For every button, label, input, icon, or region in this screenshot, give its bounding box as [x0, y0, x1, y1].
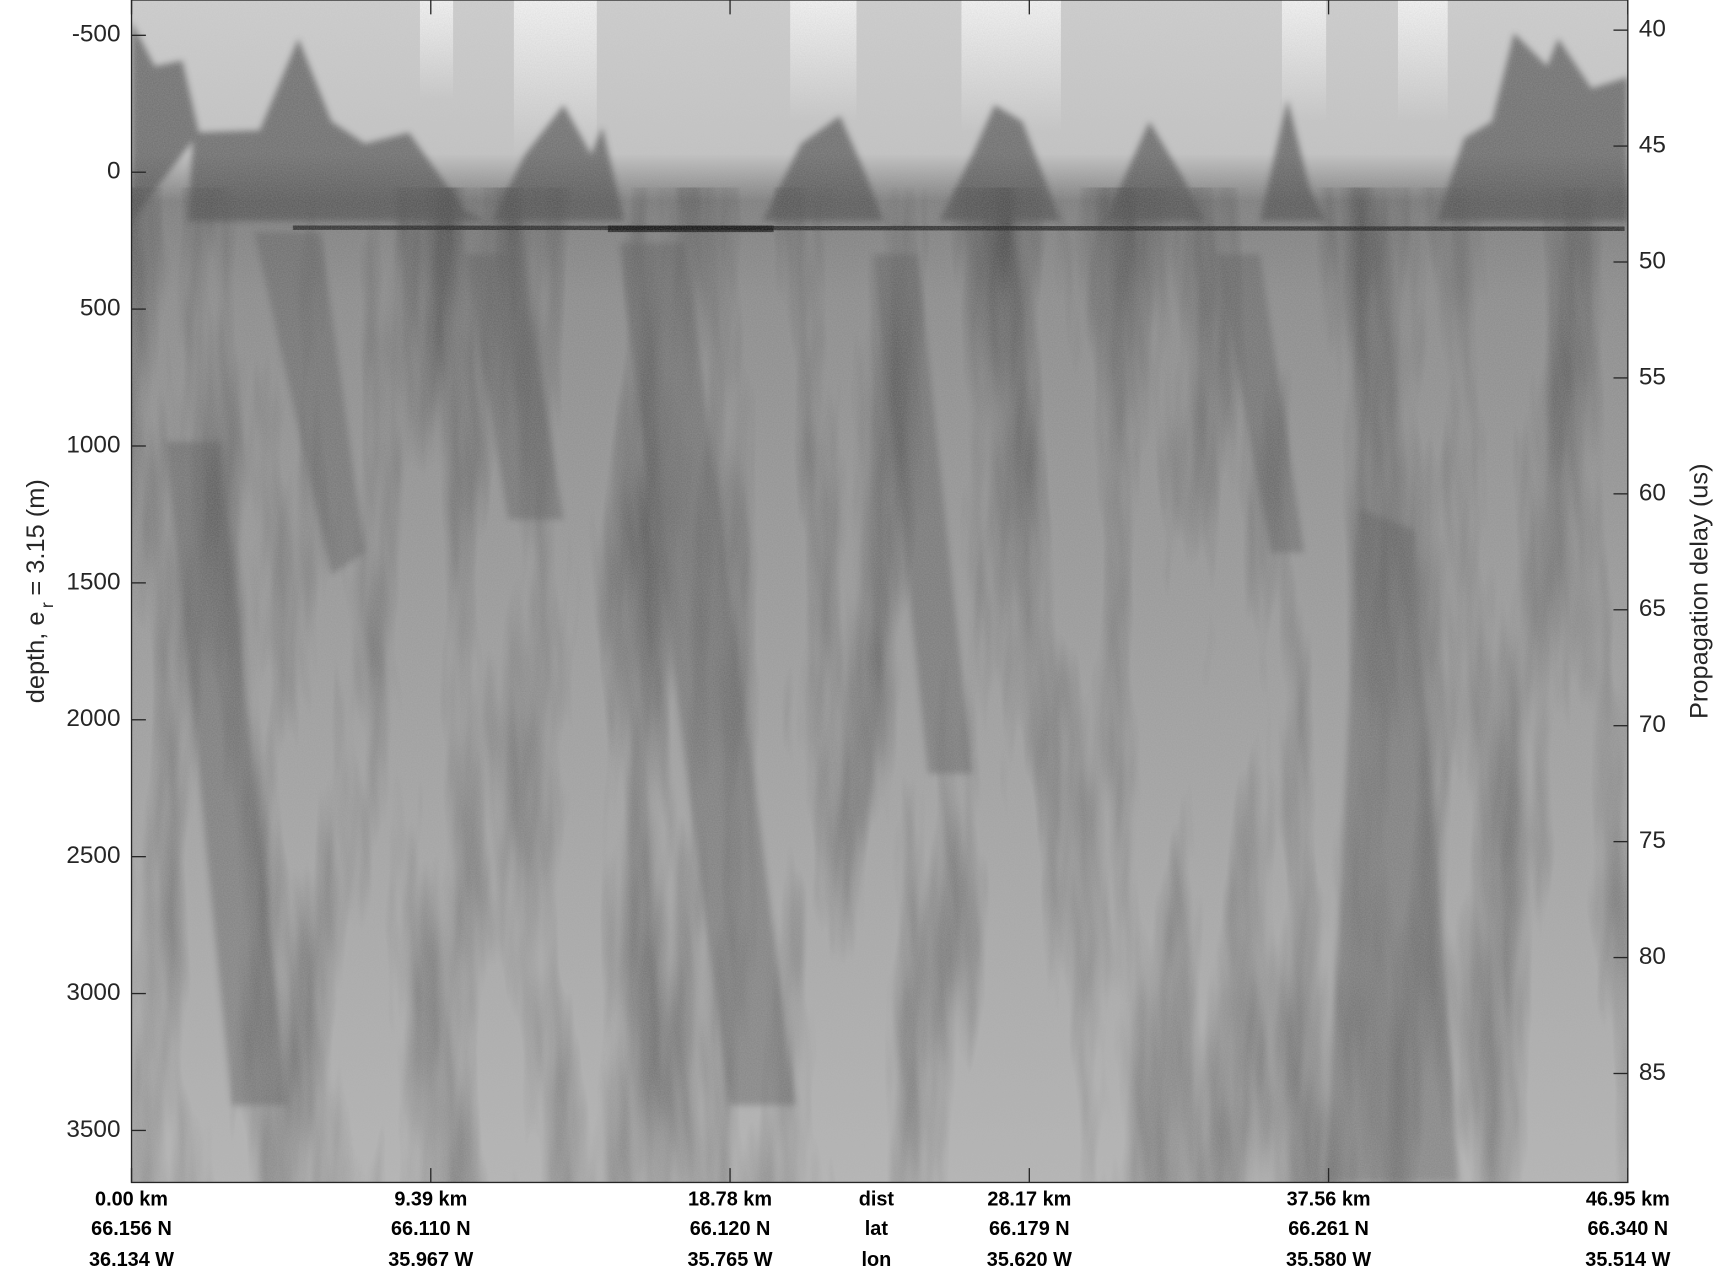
- lon-label: 35.514 W: [1585, 1249, 1670, 1268]
- y-tick-label: 2000: [66, 705, 120, 732]
- y-label-rest: = 3.15 (m): [22, 479, 50, 596]
- y2-tick-label: 40: [1639, 16, 1666, 43]
- y-tick-label: -500: [72, 21, 121, 48]
- lat-label: 66.120 N: [690, 1218, 771, 1240]
- x-tick-label: 37.56 km: [1287, 1188, 1371, 1210]
- x-tick-label: 28.17 km: [987, 1188, 1071, 1210]
- lon-label: 35.620 W: [987, 1249, 1072, 1268]
- lon-label: 35.580 W: [1286, 1249, 1371, 1268]
- lon-label: 36.134 W: [89, 1249, 174, 1268]
- x-tick-label: 18.78 km: [688, 1188, 772, 1210]
- y2-tick-label: 55: [1639, 363, 1666, 390]
- lon-label: 35.967 W: [388, 1249, 473, 1268]
- plot-frame: [130, 0, 1629, 1184]
- y2-tick-label: 60: [1639, 479, 1666, 506]
- row-label: lat: [865, 1218, 889, 1240]
- y2-tick-label: 50: [1639, 247, 1666, 274]
- lon-label: 35.765 W: [688, 1249, 773, 1268]
- y2-tick-label: 70: [1639, 711, 1666, 738]
- y2-tick-label: 75: [1639, 827, 1666, 854]
- y2-axis-label: Propagation delay (us): [1685, 463, 1713, 719]
- y2-tick-label: 65: [1639, 595, 1666, 622]
- y2-tick-label: 45: [1639, 131, 1666, 158]
- x-tick-label: 46.95 km: [1586, 1188, 1670, 1210]
- lat-label: 66.179 N: [989, 1218, 1070, 1240]
- y-tick-label: 3000: [66, 979, 120, 1006]
- y-label-main: depth, e: [22, 611, 50, 703]
- x-tick-label: 9.39 km: [394, 1188, 467, 1210]
- y-tick-label: 500: [80, 295, 121, 322]
- row-label: dist: [859, 1188, 895, 1210]
- y-tick-label: 0: [107, 158, 121, 185]
- y2-tick-label: 80: [1639, 943, 1666, 970]
- lat-label: 66.110 N: [391, 1218, 471, 1240]
- y-tick-label: 1500: [66, 568, 120, 595]
- echogram: [131, 0, 1628, 1183]
- y-tick-label: 3500: [66, 1116, 120, 1143]
- lat-label: 66.261 N: [1288, 1218, 1369, 1240]
- row-label: lon: [861, 1249, 891, 1268]
- y-tick-label: 1000: [66, 431, 120, 458]
- y-label-subscript: r: [37, 602, 57, 608]
- y-axis-label: depth, e r = 3.15 (m): [22, 479, 57, 703]
- x-tick-label: 0.00 km: [95, 1188, 168, 1210]
- lat-label: 66.340 N: [1588, 1218, 1669, 1240]
- lat-label: 66.156 N: [91, 1218, 172, 1240]
- y-tick-label: 2500: [66, 842, 120, 869]
- y2-tick-label: 85: [1639, 1059, 1666, 1086]
